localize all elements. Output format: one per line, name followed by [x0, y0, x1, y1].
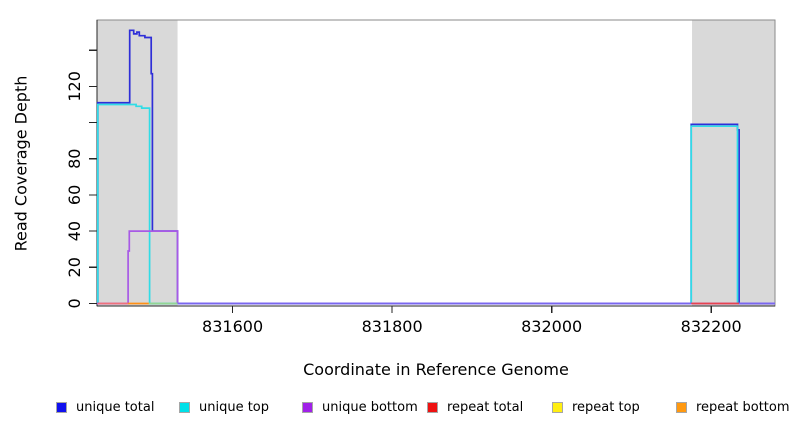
y-tick-label: 40 [65, 221, 84, 241]
series-unique-bottom [97, 230, 775, 305]
series-unique-total [96, 29, 775, 305]
y-tick-label: 0 [65, 298, 84, 308]
y-axis-label: Read Coverage Depth [11, 75, 31, 252]
x-tick-label: 832200 [681, 317, 742, 336]
x-tick-label: 831600 [202, 317, 263, 336]
x-tick-label: 831800 [362, 317, 423, 336]
x-axis-label: Coordinate in Reference Genome [303, 360, 569, 379]
shaded-region [692, 20, 775, 306]
series-unique-top [96, 103, 775, 305]
shaded-region [97, 20, 178, 306]
y-tick-label: 80 [65, 149, 84, 169]
y-tick-label: 60 [65, 185, 84, 205]
plot-box [96, 19, 776, 307]
y-tick-label: 120 [65, 71, 84, 102]
y-tick-label: 20 [65, 257, 84, 277]
x-tick-label: 832000 [521, 317, 582, 336]
